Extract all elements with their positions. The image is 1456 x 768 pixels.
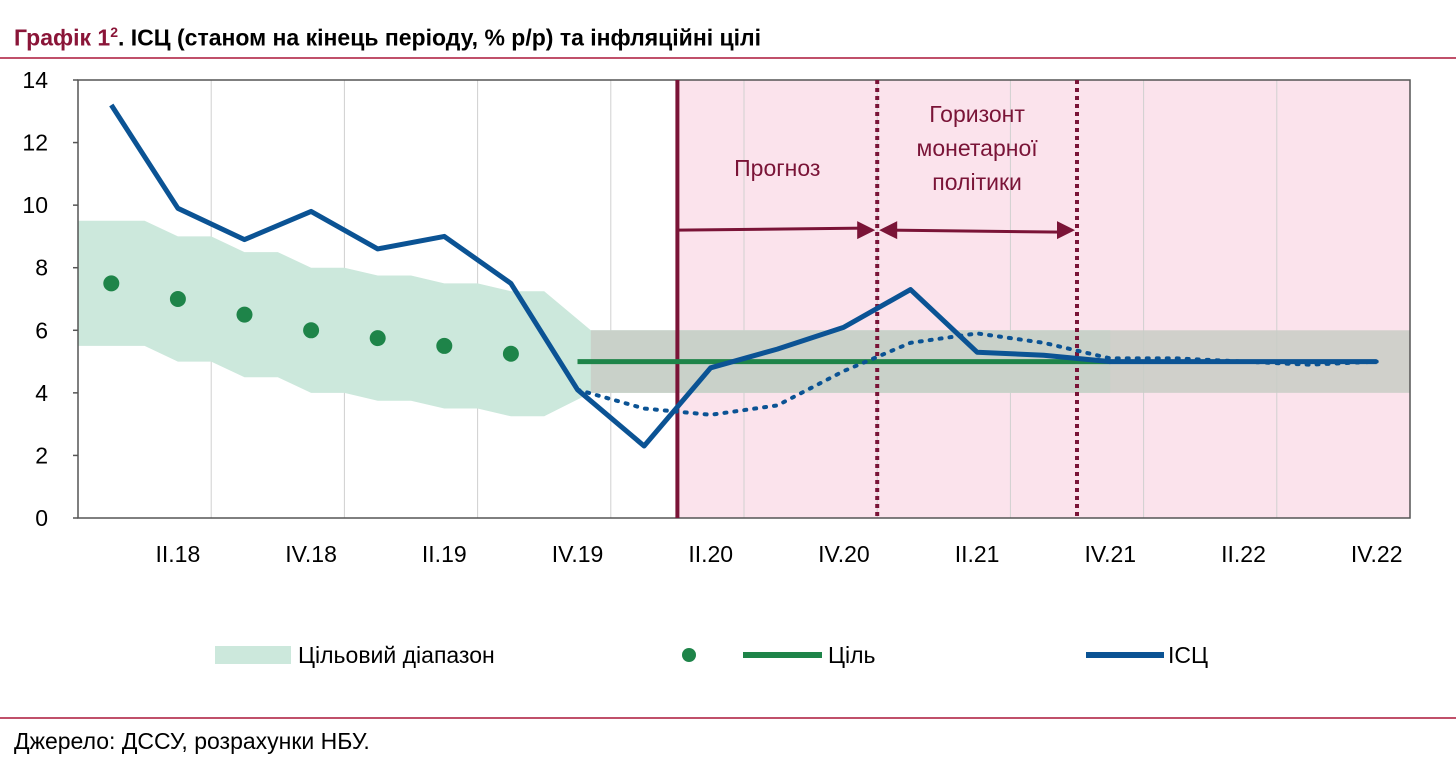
chart-svg: 0 2 4 6 8 10 12 14 II.18 IV.18 II.19 IV.19 II.20 IV.2… — [22, 67, 1411, 668]
target-point — [169, 291, 186, 307]
x-tick-label: IV.22 — [1351, 541, 1403, 567]
horizon-arrow-head-left — [879, 221, 898, 240]
x-tick-label: II.21 — [955, 541, 1000, 567]
target-point — [103, 275, 120, 292]
chart-title-lead: Графік 1 — [14, 24, 111, 51]
cpi-line — [109, 103, 1377, 449]
target-point — [303, 322, 320, 339]
legend-point-swatch — [682, 648, 696, 662]
y-tick-label: 14 — [22, 67, 48, 93]
x-tick-label: II.20 — [688, 541, 733, 567]
target-point — [369, 330, 386, 347]
legend-band-label: Цільовий діапазон — [298, 642, 495, 668]
forecast-arrow-head — [857, 221, 876, 240]
source-note: Джерело: ДССУ, розрахунки НБУ. — [14, 728, 370, 754]
horizon-annotation-line: політики — [932, 169, 1022, 195]
legend-target-label: Ціль — [828, 642, 876, 668]
bottom-rule — [0, 717, 1456, 719]
x-tick-label: IV.21 — [1085, 541, 1137, 567]
y-tick-label: 4 — [35, 380, 48, 406]
y-tick-label: 0 — [35, 505, 48, 531]
x-tick-label: II.22 — [1221, 541, 1266, 567]
top-rule — [0, 57, 1456, 59]
horizon-annotation-line: Горизонт — [929, 101, 1025, 127]
forecast-annotation: Прогноз — [734, 155, 820, 181]
x-tick-label: IV.20 — [818, 541, 870, 567]
forecast-arrow-line — [677, 226, 864, 232]
x-tick-label: II.18 — [156, 541, 201, 567]
y-tick-label: 10 — [22, 192, 48, 218]
legend-cpi-label: ІСЦ — [1168, 642, 1208, 668]
x-tick-label: II.19 — [422, 541, 467, 567]
horizon-arrow-line — [891, 228, 1064, 234]
target-point — [436, 337, 453, 354]
chart-title: Графік 12. ІСЦ (станом на кінець періоду… — [14, 24, 761, 52]
y-tick-label: 12 — [22, 130, 48, 156]
y-tick-label: 6 — [35, 317, 48, 343]
target-point — [236, 306, 253, 323]
x-tick-label: IV.19 — [552, 541, 604, 567]
horizon-arrow-head-right — [1057, 221, 1075, 240]
y-tick-label: 8 — [35, 255, 48, 281]
plot-frame — [77, 79, 1411, 519]
y-tick-label: 2 — [35, 442, 48, 468]
chart-title-text: . ІСЦ (станом на кінець періоду, % р/р) … — [118, 24, 762, 51]
legend-band-swatch — [215, 646, 291, 664]
x-tick-label: IV.18 — [285, 541, 337, 567]
forecast-region — [677, 80, 1410, 518]
chart-title-footnote: 2 — [110, 24, 119, 40]
horizon-annotation-line: монетарної — [917, 135, 1039, 161]
target-point — [502, 345, 519, 362]
